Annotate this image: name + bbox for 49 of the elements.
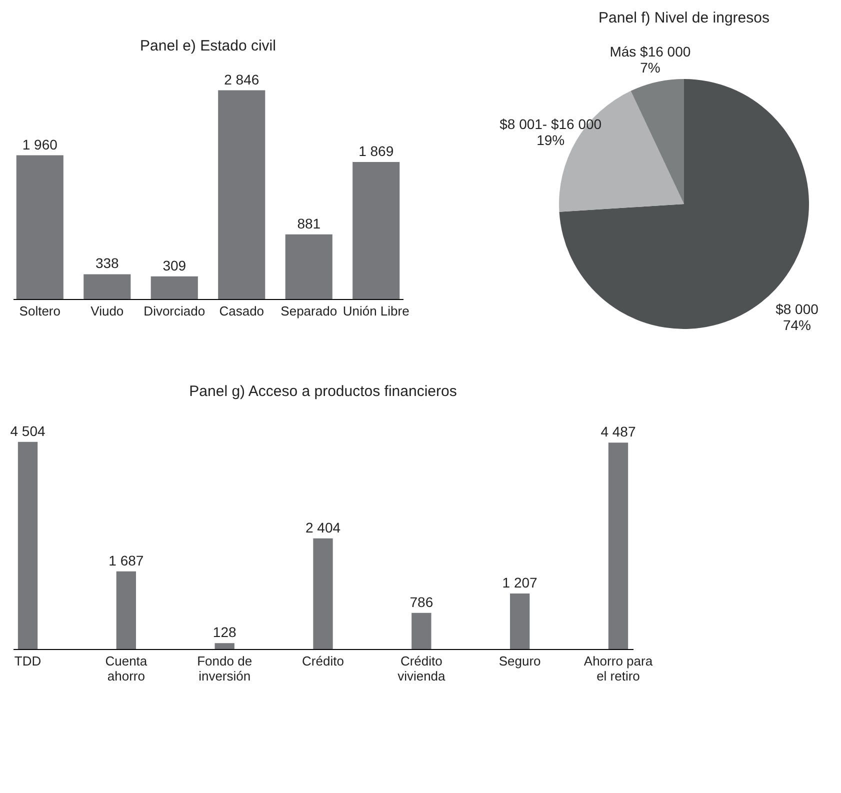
bar (352, 162, 400, 299)
chart-title: Panel g) Acceso a productos financieros (189, 383, 457, 400)
data-label: 4 487 (600, 424, 636, 440)
bar (16, 155, 64, 299)
slice-label: $8 001- $16 000 (500, 116, 602, 132)
x-tick-label: Crédito vivienda (398, 654, 446, 684)
slice-label: $8 000 (776, 301, 819, 318)
slice-label: Más $16 000 (610, 44, 691, 60)
x-tick-label: Fondo de inversión (197, 654, 252, 684)
x-tick-label: Soltero (19, 304, 60, 318)
data-label: 128 (212, 624, 236, 640)
data-label: 309 (162, 257, 186, 274)
data-label: 881 (297, 215, 321, 232)
data-label: 2 404 (305, 519, 341, 536)
pie-slice (630, 79, 684, 204)
data-label: 1 687 (108, 552, 144, 568)
chart-title: Panel e) Estado civil (140, 37, 276, 54)
bar (285, 234, 332, 299)
x-tick-label: Divorciado (144, 304, 206, 318)
data-label: 7% (640, 60, 660, 76)
x-tick-label: Crédito (302, 654, 344, 668)
x-tick-label: Ahorro para el retiro (584, 654, 654, 684)
data-label: 1 207 (502, 574, 538, 590)
data-label: 1 869 (358, 142, 394, 159)
bar (116, 571, 136, 649)
bar (84, 274, 131, 299)
x-tick-label: Unión Libre (342, 304, 410, 318)
x-tick-label: Casado (219, 304, 264, 318)
bar (313, 538, 333, 649)
x-tick-label: Viudo (90, 304, 124, 318)
data-label: 19% (536, 132, 565, 148)
bar (412, 612, 432, 649)
x-tick-label: Seguro (498, 654, 541, 668)
data-label: 4 504 (10, 422, 46, 439)
data-label: 786 (410, 594, 434, 610)
chart-title: Panel f) Nivel de ingresos (598, 10, 770, 27)
x-tick-label: Cuenta ahorro (105, 654, 148, 684)
bar (214, 643, 234, 649)
bar (218, 90, 266, 299)
data-label: 74% (782, 317, 812, 334)
data-label: 338 (95, 255, 120, 272)
bar (18, 442, 38, 649)
x-tick-label: Separado (280, 304, 338, 318)
bar (150, 276, 198, 299)
bar (608, 442, 628, 649)
data-label: 1 960 (22, 136, 58, 152)
bar (510, 593, 530, 649)
data-label: 2 846 (224, 71, 260, 88)
x-tick-label: TDD (14, 654, 42, 668)
